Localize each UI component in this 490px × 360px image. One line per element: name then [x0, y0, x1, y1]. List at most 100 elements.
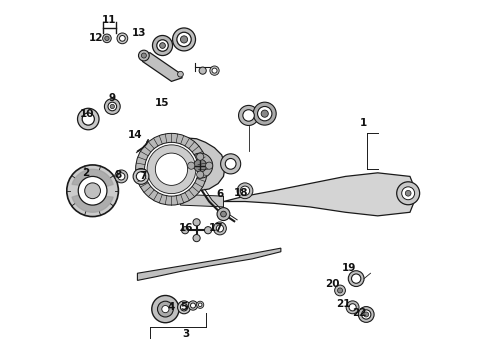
Circle shape: [188, 301, 197, 310]
Polygon shape: [223, 173, 417, 216]
Text: 14: 14: [128, 130, 143, 140]
Polygon shape: [139, 53, 182, 81]
Circle shape: [253, 102, 276, 125]
Circle shape: [133, 168, 149, 184]
Circle shape: [191, 303, 196, 308]
Circle shape: [181, 226, 189, 234]
Circle shape: [198, 303, 202, 307]
Circle shape: [210, 66, 219, 75]
Circle shape: [180, 304, 188, 311]
Circle shape: [258, 107, 272, 121]
Circle shape: [147, 145, 196, 194]
Circle shape: [118, 173, 125, 180]
Circle shape: [193, 234, 200, 242]
Polygon shape: [166, 138, 225, 191]
Text: 13: 13: [132, 28, 147, 38]
Circle shape: [358, 307, 374, 322]
Polygon shape: [72, 194, 113, 212]
Circle shape: [216, 225, 223, 232]
Circle shape: [220, 154, 241, 174]
Circle shape: [362, 310, 371, 319]
Circle shape: [180, 36, 188, 43]
Circle shape: [162, 306, 169, 313]
Text: 19: 19: [342, 263, 356, 273]
Circle shape: [177, 32, 191, 46]
Circle shape: [397, 182, 419, 205]
Circle shape: [348, 271, 364, 287]
Circle shape: [239, 105, 259, 126]
Text: 15: 15: [155, 98, 170, 108]
Circle shape: [177, 301, 191, 314]
Circle shape: [220, 211, 226, 217]
Circle shape: [204, 226, 212, 234]
Circle shape: [82, 113, 95, 125]
Text: 2: 2: [82, 168, 89, 178]
Circle shape: [110, 104, 115, 109]
Text: 6: 6: [216, 189, 223, 199]
Circle shape: [261, 110, 269, 117]
Circle shape: [217, 208, 230, 221]
Text: 8: 8: [114, 170, 122, 180]
Circle shape: [139, 50, 149, 61]
Circle shape: [237, 183, 253, 199]
Circle shape: [188, 162, 195, 169]
Circle shape: [205, 162, 213, 169]
Circle shape: [351, 274, 361, 283]
Text: 7: 7: [139, 171, 147, 181]
Circle shape: [120, 36, 125, 41]
Polygon shape: [137, 248, 281, 280]
Text: 9: 9: [109, 93, 116, 103]
Text: 12: 12: [89, 33, 103, 43]
Text: 5: 5: [180, 302, 188, 312]
Circle shape: [152, 296, 179, 323]
Polygon shape: [72, 169, 113, 188]
Circle shape: [364, 312, 368, 317]
Circle shape: [225, 158, 236, 169]
Text: 10: 10: [80, 109, 95, 119]
Text: 1: 1: [360, 118, 367, 128]
Circle shape: [67, 165, 119, 217]
Polygon shape: [180, 194, 223, 207]
Circle shape: [115, 170, 128, 183]
Circle shape: [157, 40, 168, 51]
Circle shape: [104, 99, 120, 114]
Circle shape: [152, 36, 172, 55]
Text: 20: 20: [326, 279, 340, 289]
Circle shape: [193, 219, 200, 226]
Text: 18: 18: [234, 188, 248, 198]
Circle shape: [196, 153, 204, 160]
Circle shape: [405, 190, 411, 196]
Circle shape: [136, 172, 146, 181]
Text: 4: 4: [168, 302, 175, 312]
Circle shape: [346, 301, 359, 314]
Circle shape: [194, 159, 207, 172]
Circle shape: [136, 134, 207, 205]
Text: 11: 11: [101, 15, 116, 26]
Circle shape: [160, 42, 166, 48]
Text: 21: 21: [336, 299, 351, 309]
Circle shape: [335, 285, 345, 296]
Circle shape: [240, 186, 250, 195]
Circle shape: [102, 34, 111, 42]
Circle shape: [199, 67, 206, 74]
Circle shape: [196, 301, 204, 309]
Circle shape: [85, 183, 100, 199]
Text: 3: 3: [182, 329, 190, 339]
Circle shape: [105, 36, 109, 41]
Circle shape: [212, 68, 217, 73]
Text: 17: 17: [209, 224, 223, 233]
Circle shape: [196, 171, 204, 178]
Circle shape: [338, 288, 343, 293]
Circle shape: [141, 53, 147, 58]
Circle shape: [78, 176, 107, 205]
Text: 16: 16: [178, 224, 193, 233]
Circle shape: [157, 301, 173, 317]
Circle shape: [172, 28, 196, 51]
Circle shape: [243, 110, 254, 121]
Circle shape: [108, 102, 117, 111]
Circle shape: [145, 142, 198, 196]
Circle shape: [214, 222, 226, 235]
Circle shape: [177, 71, 183, 77]
Circle shape: [117, 33, 128, 44]
Text: 22: 22: [352, 308, 367, 318]
